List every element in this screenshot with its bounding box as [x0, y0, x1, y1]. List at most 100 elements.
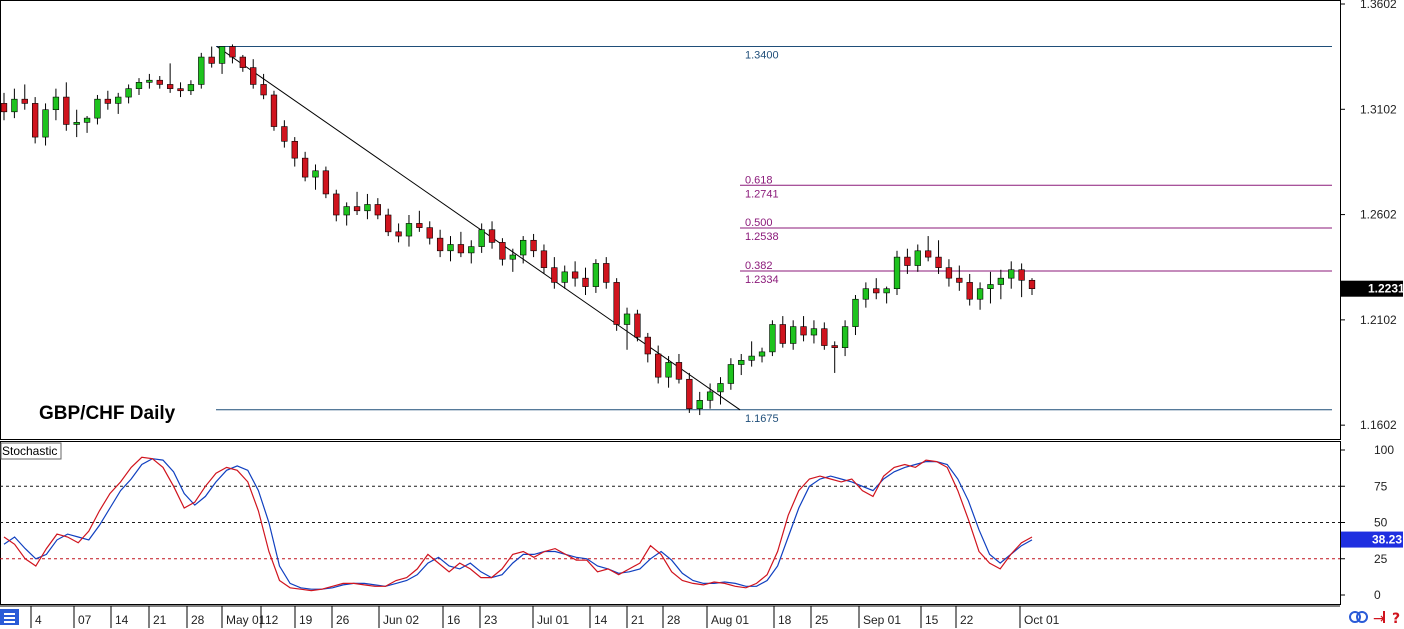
svg-text:?: ?: [1392, 611, 1400, 627]
candle-body: [520, 239, 527, 256]
current-price-tag: [1341, 280, 1403, 297]
candle-body: [166, 84, 174, 89]
candle-body: [893, 256, 901, 290]
candle-body: [270, 94, 278, 127]
candle-body: [457, 244, 465, 254]
candle-body: [416, 223, 423, 228]
candle-body: [488, 229, 496, 243]
candle-body: [426, 227, 433, 239]
candle-body: [717, 383, 724, 393]
stochastic-main-line: [3, 458, 1033, 590]
candle-body: [229, 46, 236, 58]
candle-body: [873, 288, 880, 294]
candle-body: [571, 271, 579, 279]
candle-body: [509, 254, 516, 260]
candle-body: [987, 284, 994, 290]
x-tick-label: 14: [115, 613, 129, 627]
x-tick-label: 16: [447, 613, 461, 627]
stochastic-value-label: 38.23: [1372, 533, 1402, 547]
candle-body: [686, 378, 693, 410]
stochastic-y-tick-label: 75: [1374, 479, 1388, 493]
candle-body: [468, 246, 475, 254]
candle-body: [11, 98, 18, 113]
x-tick-label: 22: [960, 613, 974, 627]
fib-ratio-label: 0.382: [745, 260, 773, 272]
chart-title: GBP/CHF Daily: [39, 403, 176, 424]
candle-body: [250, 67, 257, 85]
stochastic-label: Stochastic: [2, 444, 57, 458]
candle-body: [706, 391, 714, 401]
candle-body: [281, 126, 288, 142]
candle-body: [551, 267, 558, 283]
x-tick-label: May 01: [226, 613, 266, 627]
x-tick-label: 19: [299, 613, 313, 627]
candle-body: [821, 328, 828, 346]
candle-body: [935, 256, 942, 268]
x-tick-label: 21: [153, 613, 167, 627]
x-tick-label: 4: [35, 613, 42, 627]
candle-body: [655, 353, 662, 378]
candle-body: [198, 56, 205, 85]
candle-body: [52, 96, 60, 111]
menu-icon[interactable]: [0, 609, 19, 625]
candle-body: [0, 103, 8, 113]
candle-body: [748, 355, 755, 361]
candle-body: [353, 206, 361, 212]
candle-body: [561, 271, 568, 283]
candle-body: [758, 351, 766, 357]
candle-body: [862, 288, 870, 300]
stochastic-y-tick-label: 25: [1374, 552, 1388, 566]
current-price-label: 1.2231: [1368, 282, 1404, 296]
candle-body: [738, 359, 745, 365]
price-panel-frame: [0, 0, 1341, 440]
candle-body: [634, 313, 641, 338]
price-y-tick-label: 1.2602: [1360, 208, 1397, 222]
candle-body: [156, 79, 163, 85]
price-y-tick-label: 1.1602: [1360, 418, 1397, 432]
candle-body: [104, 98, 111, 104]
fib-ratio-label: 0.618: [745, 174, 773, 186]
candle-body: [322, 170, 330, 195]
help-icon[interactable]: ?: [1392, 611, 1400, 627]
x-tick-label: 14: [594, 613, 608, 627]
candle-body: [675, 362, 683, 380]
fib-ratio-label: 0.500: [745, 217, 773, 229]
candle-body: [239, 56, 246, 68]
fib-price-label: 1.2334: [745, 274, 779, 286]
candle-body: [436, 237, 444, 252]
candle-body: [364, 204, 371, 212]
candle-body: [405, 223, 413, 237]
x-tick-label: 26: [336, 613, 350, 627]
candle-body: [1008, 269, 1015, 279]
x-tick-label: 18: [778, 613, 792, 627]
candle-body: [914, 250, 921, 266]
stochastic-y-tick-label: 0: [1374, 588, 1381, 602]
candle-body: [904, 256, 911, 266]
svg-text:→: →: [1373, 611, 1385, 627]
stochastic-signal-line: [3, 456, 1033, 592]
candle-body: [852, 298, 859, 327]
candle-body: [956, 277, 963, 283]
price-y-tick-label: 1.2102: [1360, 313, 1397, 327]
candle-body: [976, 288, 984, 300]
candle-body: [696, 400, 703, 410]
candle-body: [135, 82, 143, 89]
candle-body: [925, 250, 932, 258]
candle-body: [343, 206, 350, 216]
candle-body: [21, 98, 28, 104]
candle-body: [115, 96, 122, 104]
link-icon[interactable]: [1349, 611, 1368, 623]
x-tick-label: 28: [191, 613, 205, 627]
candle-body: [945, 267, 953, 279]
candle-body: [333, 193, 340, 216]
x-tick-label: 25: [815, 613, 829, 627]
fib-price-label: 1.2741: [745, 188, 779, 200]
fib-price-label: 1.2538: [745, 231, 779, 243]
stochastic-y-tick-label: 50: [1374, 516, 1388, 530]
candle-body: [603, 263, 610, 283]
stochastic-panel-frame: [0, 441, 1341, 605]
candle-body: [997, 277, 1005, 285]
x-tick-label: Oct 01: [1024, 613, 1060, 627]
candle-body: [260, 84, 267, 96]
arrow-right-icon[interactable]: →: [1373, 611, 1385, 627]
